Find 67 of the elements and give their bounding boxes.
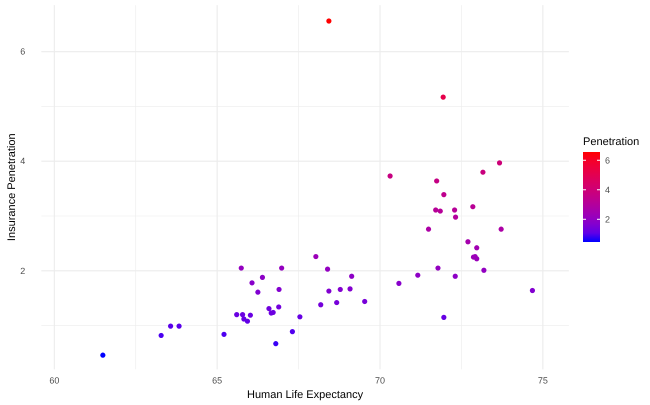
point	[480, 170, 486, 175]
point	[326, 18, 332, 24]
y-tick-label: 2	[20, 266, 26, 276]
point	[273, 341, 278, 346]
y-tick-label: 6	[20, 46, 26, 57]
point	[433, 207, 438, 213]
point	[465, 239, 471, 244]
point	[426, 226, 432, 232]
point	[276, 286, 282, 292]
point	[441, 192, 446, 198]
point	[470, 204, 476, 210]
point	[244, 318, 250, 324]
color-bar-label: 2	[605, 214, 610, 224]
point	[249, 280, 255, 286]
x-tick-label: 70	[375, 375, 386, 386]
point	[347, 286, 353, 292]
point	[530, 288, 536, 294]
point	[326, 288, 332, 294]
point	[234, 312, 240, 318]
point	[362, 298, 368, 304]
x-tick-label: 65	[212, 375, 222, 386]
point	[260, 274, 266, 280]
color-bar-label: 4	[605, 184, 610, 195]
point	[452, 214, 458, 220]
point	[334, 300, 340, 306]
point	[498, 226, 504, 232]
point	[474, 245, 480, 250]
point	[318, 302, 324, 308]
point	[241, 316, 246, 322]
point	[238, 265, 244, 271]
y-axis-title: Insurance Penetration	[6, 133, 18, 242]
point	[279, 265, 284, 271]
point	[415, 272, 420, 278]
point	[158, 332, 164, 338]
x-axis-title: Human Life Expectancy	[247, 389, 364, 401]
point	[176, 324, 182, 329]
point	[266, 306, 272, 312]
point	[313, 254, 318, 260]
point	[324, 266, 330, 272]
point	[221, 332, 227, 337]
point	[396, 280, 402, 286]
point	[438, 208, 443, 214]
point	[481, 268, 486, 273]
point	[276, 304, 282, 310]
point	[435, 265, 441, 271]
point	[297, 314, 302, 320]
point	[240, 312, 246, 318]
color-bar-label: 6	[605, 155, 610, 166]
y-tick-label: 4	[20, 156, 26, 166]
point	[248, 312, 253, 318]
x-tick-label: 75	[538, 375, 548, 386]
point	[100, 352, 106, 358]
point	[452, 274, 458, 279]
point	[290, 329, 295, 334]
point	[434, 178, 440, 184]
point	[388, 173, 393, 179]
point	[452, 207, 458, 213]
point	[168, 324, 174, 329]
point	[441, 314, 446, 320]
point	[349, 274, 354, 279]
point	[255, 290, 260, 295]
point	[474, 256, 480, 262]
x-tick-label: 60	[49, 375, 60, 386]
legend-title: Penetration	[583, 136, 640, 148]
point	[440, 94, 446, 100]
point	[496, 160, 502, 166]
point	[338, 286, 343, 292]
